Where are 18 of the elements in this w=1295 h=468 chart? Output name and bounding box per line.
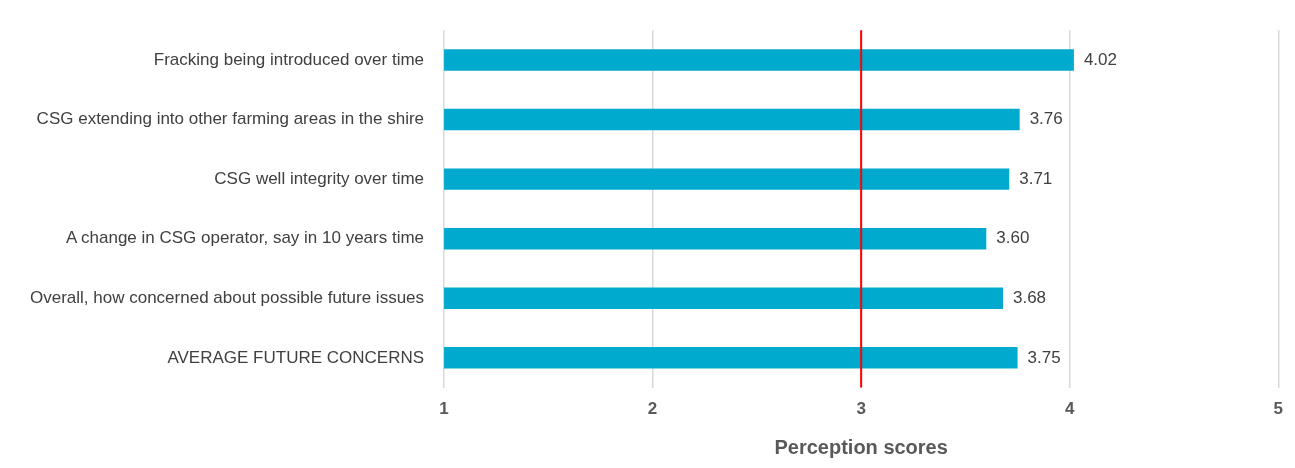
- x-tick-label: 3: [856, 399, 866, 419]
- data-label: 3.68: [1012, 287, 1047, 307]
- x-axis-title: Perception scores: [774, 435, 948, 458]
- y-tick-label: CSG extending into other farming areas in the shire: [36, 109, 425, 129]
- data-label: 3.60: [996, 228, 1030, 248]
- x-tick-label: 5: [1273, 399, 1284, 419]
- y-tick-label: Fracking being introduced over time: [153, 49, 425, 69]
- y-tick-label: Overall, how concerned about possible future issues: [29, 287, 425, 307]
- data-label: 4.02: [1083, 49, 1117, 69]
- x-tick-label: 4: [1064, 399, 1075, 419]
- y-tick-label: A change in CSG operator, say in 10 years time: [65, 228, 425, 248]
- x-tick-label: 2: [647, 399, 658, 419]
- data-label: 3.75: [1027, 347, 1061, 367]
- data-label: 3.71: [1019, 168, 1053, 188]
- y-tick-label: AVERAGE FUTURE CONCERNS: [167, 347, 425, 367]
- x-tick-label: 1: [439, 399, 449, 419]
- y-tick-label: CSG well integrity over time: [214, 168, 425, 188]
- data-label: 3.76: [1029, 109, 1063, 129]
